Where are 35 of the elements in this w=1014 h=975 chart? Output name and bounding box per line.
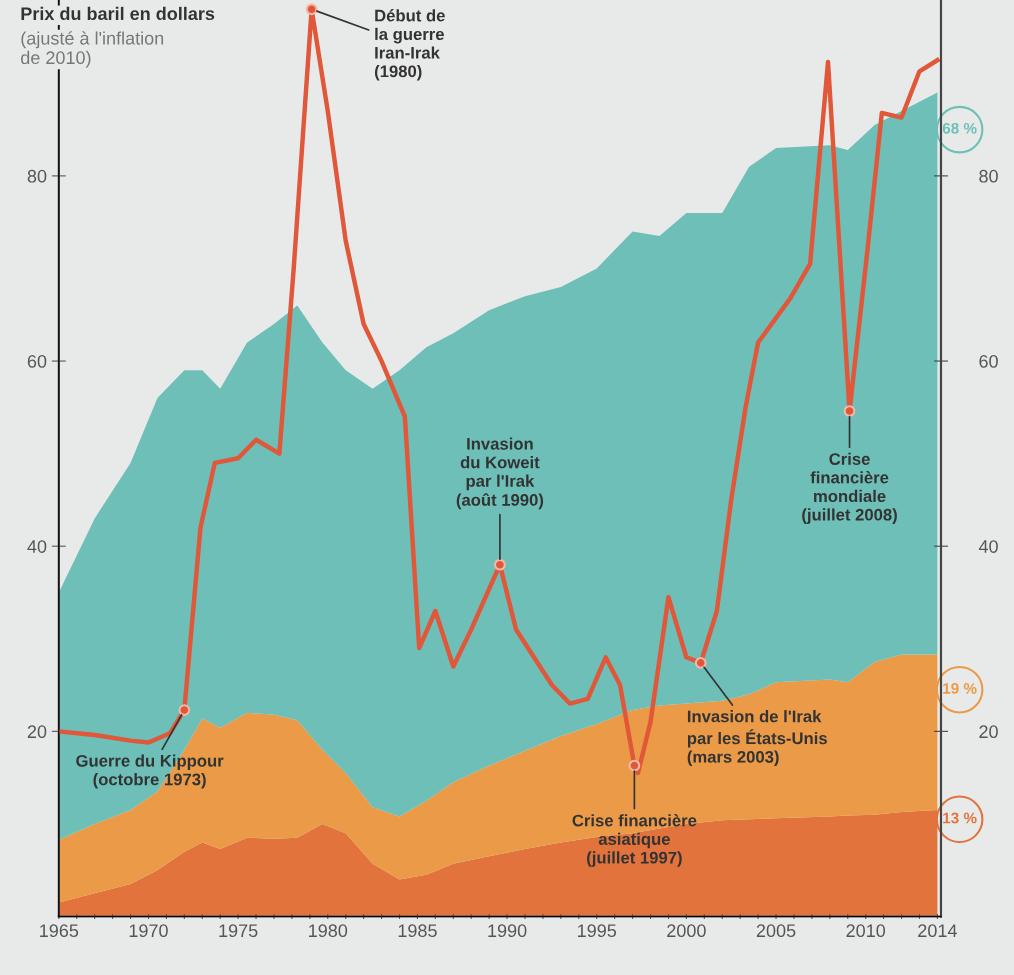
point (843, 405, 856, 417)
point (178, 704, 191, 716)
x-tick-label: 1990 (488, 924, 527, 938)
x-tick-label: 1995 (578, 924, 617, 938)
x-tick-label: 1970 (129, 924, 168, 938)
x-tick-label: 1975 (219, 924, 258, 938)
point (494, 558, 506, 571)
annotation: 68 % (942, 122, 977, 134)
x-tick-label: 1965 (40, 924, 79, 938)
y-tick-label: 80 (27, 169, 47, 183)
point (305, 3, 318, 16)
y-tick-label: 20 (27, 725, 47, 739)
point (694, 656, 707, 669)
x-tick-label: 2005 (756, 924, 796, 938)
y-tick-label: 60 (27, 354, 47, 368)
y2-tick-label: 40 (978, 540, 998, 553)
text: (ajusté à l'inflation de 2010) (21, 31, 164, 68)
annotation: Crise financière mondiale (juillet 2008) (802, 452, 897, 524)
x-tick-label: 2000 (667, 924, 706, 938)
x-tick-label: 2014 (918, 924, 957, 938)
x-tick-label: 2010 (846, 924, 886, 938)
annotation: Crise financière asiatique (juillet 1997) (572, 814, 697, 867)
x-tick-label: 1985 (398, 924, 437, 938)
y2-tick-label: 80 (979, 169, 998, 183)
annotation: Invasion du Koweit par l'Irak (août 1990) (456, 437, 544, 510)
point (628, 759, 641, 772)
annotation: 13 % (943, 812, 977, 824)
chart-title: Prix du baril en dollars (21, 6, 215, 21)
y-tick-label: 40 (27, 540, 47, 553)
annotation: Début de la guerre Iran-Irak (1980) (374, 9, 445, 81)
y2-tick-label: 60 (979, 354, 998, 368)
y2-tick-label: 20 (979, 725, 998, 739)
annotation: Invasion de l'Irak par les États-Unis (mars 2003) (687, 710, 827, 767)
annotation: 19 % (943, 682, 977, 694)
x-tick-label: 1980 (309, 924, 348, 938)
